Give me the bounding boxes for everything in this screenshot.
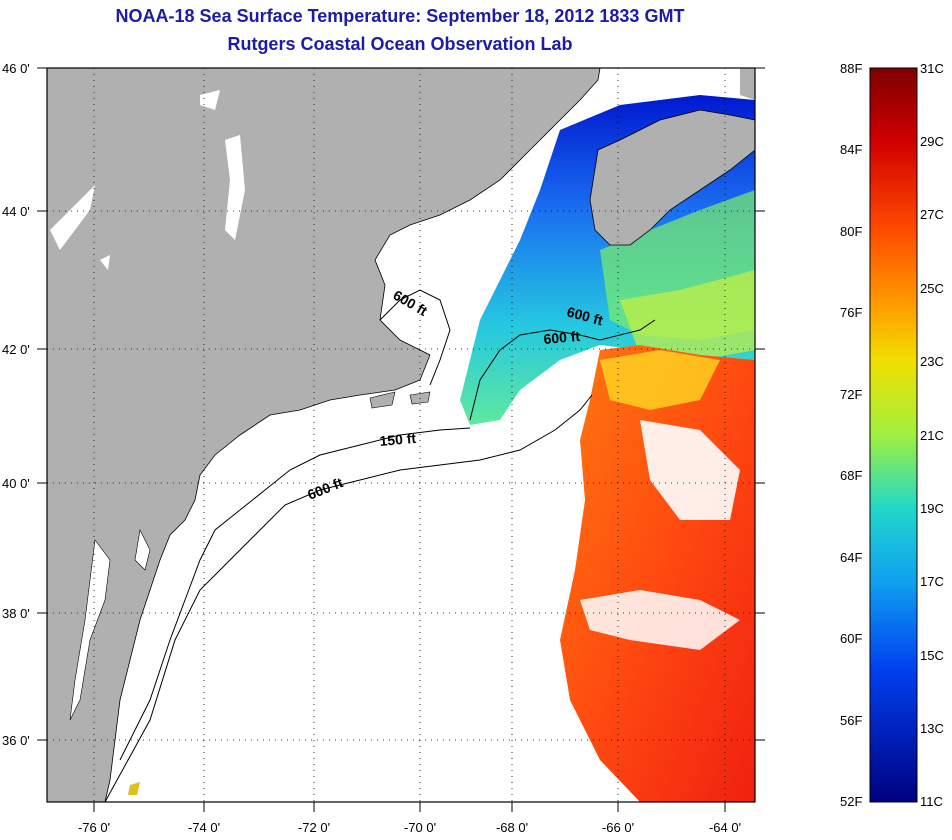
contour-150ft [119, 427, 471, 761]
colorbar-f-label: 52F [840, 794, 862, 809]
colorbar-f-label: 60F [840, 631, 862, 646]
colorbar-f-label: 80F [840, 224, 862, 239]
warm-water-region [560, 345, 755, 802]
colorbar-f-label: 76F [840, 305, 862, 320]
map-title: NOAA-18 Sea Surface Temperature: Septemb… [115, 6, 685, 26]
map-frame [46, 67, 756, 803]
lat-label: 38 0' [2, 606, 30, 621]
colorbar-c-label: 25C [920, 281, 944, 296]
contour-label: 600 ft [543, 328, 581, 347]
colorbar-c-label: 23C [920, 354, 944, 369]
contour-label: 150 ft [379, 430, 417, 449]
lat-label: 42 0' [2, 342, 30, 357]
colorbar-c-label: 29C [920, 134, 944, 149]
lon-label: -70 0' [404, 820, 436, 835]
lon-label: -76 0' [78, 820, 110, 835]
colorbar-c-label: 11C [920, 794, 943, 809]
colorbar-c-label: 17C [920, 574, 944, 589]
colorbar-c-label: 15C [920, 648, 944, 663]
temperature-colorbar [869, 67, 918, 803]
nova-scotia [589, 109, 755, 246]
colorbar-c-label: 27C [920, 207, 944, 222]
lon-label: -64 0' [709, 820, 741, 835]
colorbar-c-label: 31C [920, 61, 944, 76]
contour-600ft-gulf [469, 319, 656, 421]
colorbar-f-label: 64F [840, 550, 862, 565]
lat-label: 36 0' [2, 733, 30, 748]
colorbar-c-label: 21C [920, 428, 944, 443]
colorbar-f-label: 68F [840, 468, 862, 483]
lat-label: 40 0' [2, 476, 30, 491]
map-subtitle: Rutgers Coastal Ocean Observation Lab [227, 34, 573, 54]
colorbar-f-label: 72F [840, 387, 862, 402]
colorbar-c-label: 19C [920, 501, 944, 516]
colorbar-c-label: 13C [920, 721, 944, 736]
lon-label: -74 0' [188, 820, 220, 835]
contour-600ft-main [104, 394, 593, 802]
colorbar-f-label: 56F [840, 713, 862, 728]
lon-label: -68 0' [496, 820, 528, 835]
lat-label: 44 0' [2, 204, 30, 219]
colorbar-f-label: 88F [840, 61, 862, 76]
lon-label: -72 0' [298, 820, 330, 835]
lon-label: -66 0' [602, 820, 634, 835]
colorbar-f-label: 84F [840, 142, 862, 157]
lat-label: 46 0' [2, 61, 30, 76]
land-mass [47, 68, 601, 802]
